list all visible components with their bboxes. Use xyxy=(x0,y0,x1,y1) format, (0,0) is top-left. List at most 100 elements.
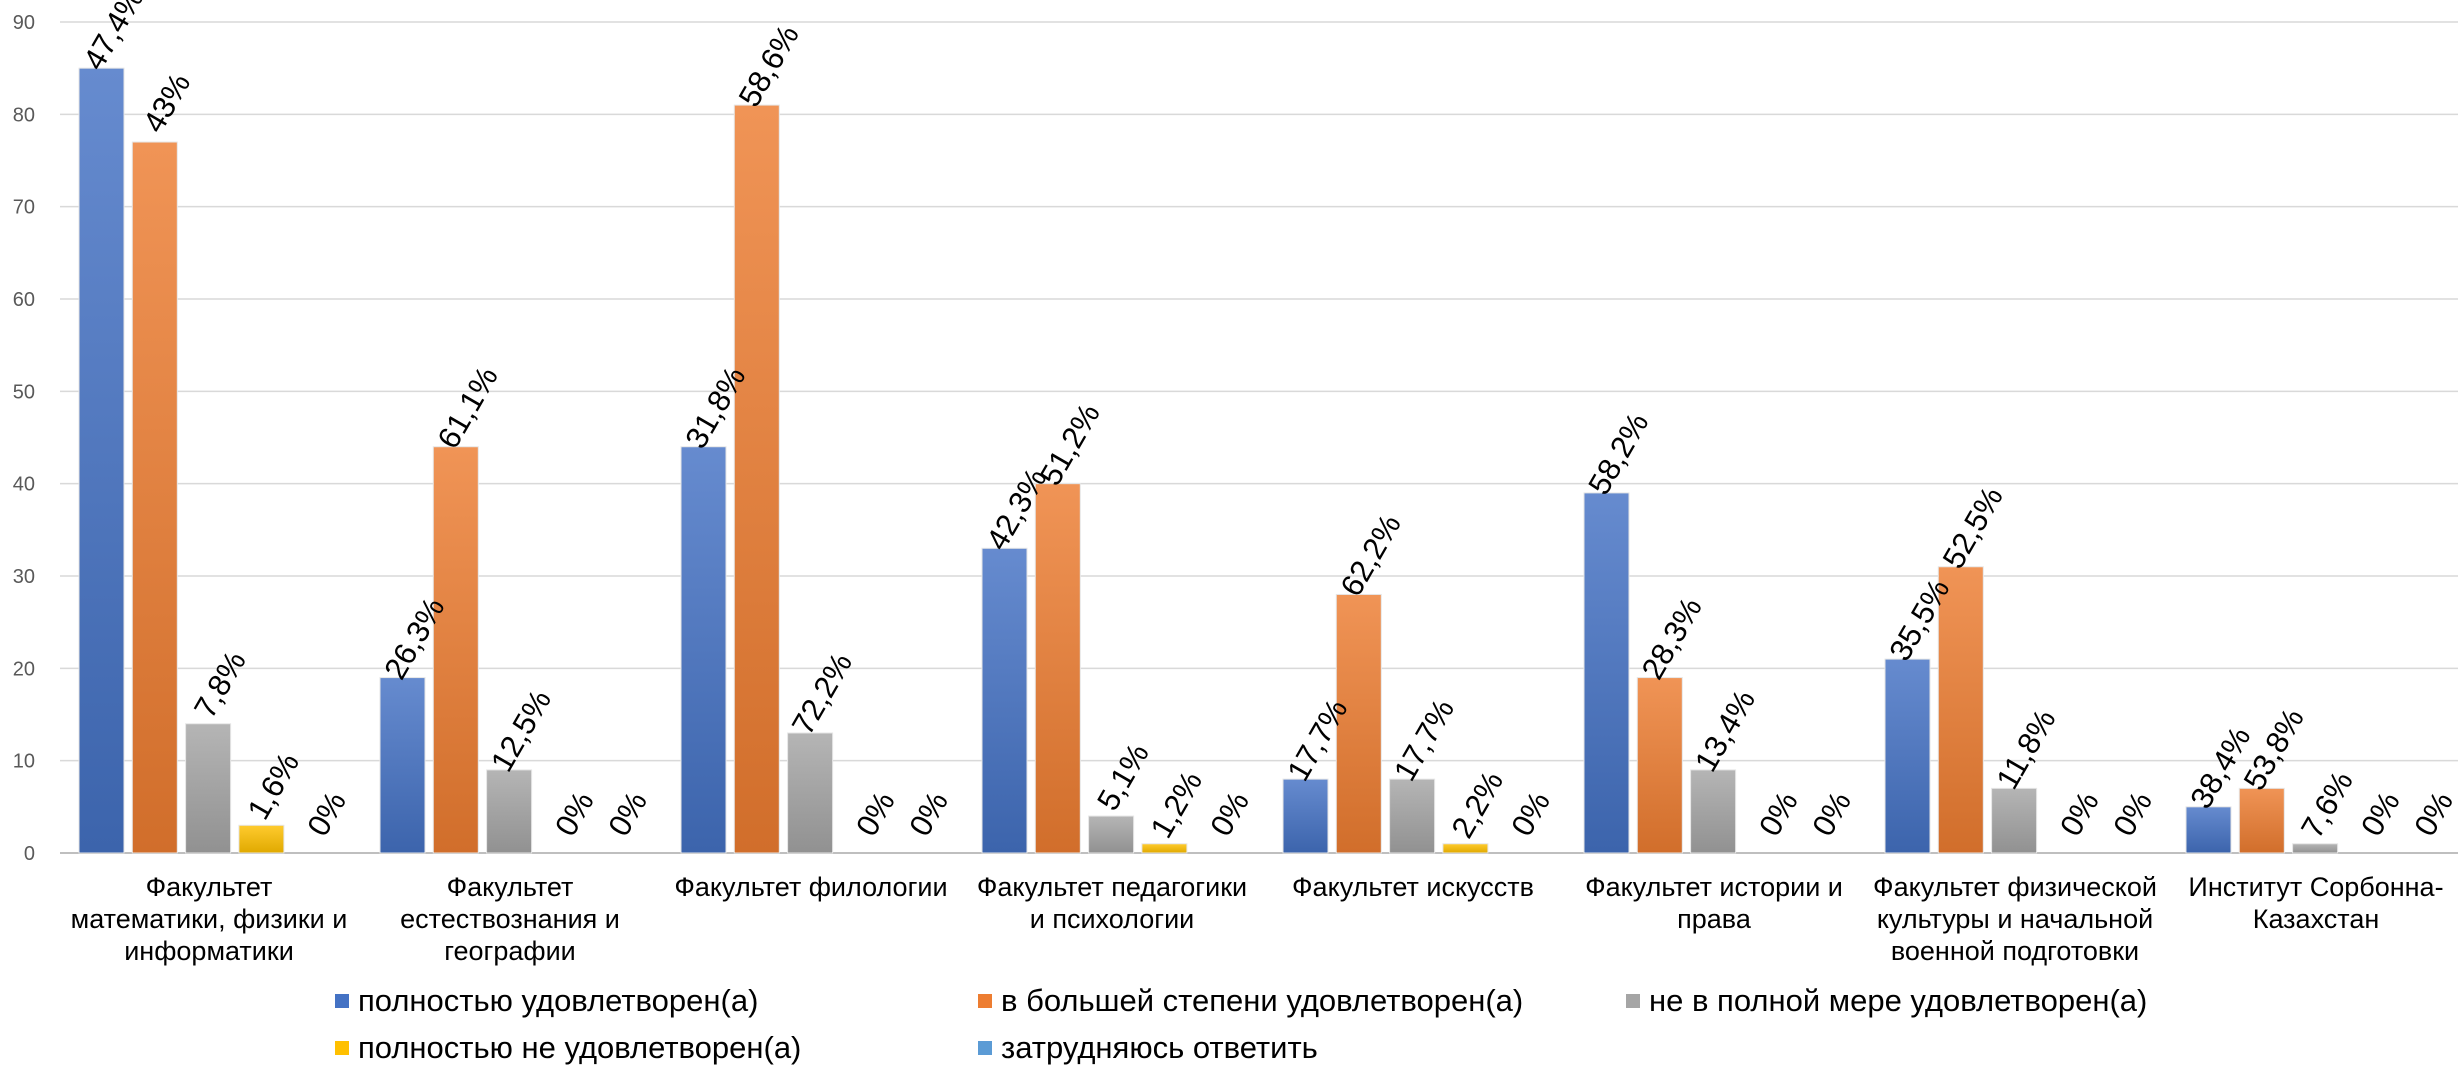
category-label: Факультет xyxy=(447,872,574,902)
data-label: 0% xyxy=(2354,786,2407,842)
bar xyxy=(787,732,834,854)
data-label: 58,2% xyxy=(1581,407,1655,501)
data-label: 0% xyxy=(601,786,654,842)
category-label: Институт Сорбонна- xyxy=(2188,872,2443,902)
data-label: 2,2% xyxy=(1444,765,1510,844)
legend-swatch xyxy=(978,1041,992,1055)
data-label: 0% xyxy=(2407,786,2458,842)
legend-label: в большей степени удовлетворен(а) xyxy=(1001,983,1523,1018)
bar xyxy=(238,824,285,854)
data-label: 0% xyxy=(1805,786,1858,842)
bars xyxy=(78,67,2339,854)
y-tick-label: 30 xyxy=(13,566,35,588)
category-label: Факультет педагогики xyxy=(977,872,1247,902)
category-label: Факультет филологии xyxy=(674,872,947,902)
bar xyxy=(432,446,479,854)
bar xyxy=(1389,778,1436,854)
bar xyxy=(1636,677,1683,854)
y-axis-ticks: 0 10 20 30 40 50 60 70 80 90 xyxy=(13,12,35,865)
data-label: 62,2% xyxy=(1334,508,1408,602)
y-tick-label: 90 xyxy=(13,12,35,34)
data-label: 43% xyxy=(136,67,197,138)
data-label: 0% xyxy=(849,786,902,842)
bar xyxy=(680,446,727,854)
bar xyxy=(379,677,426,854)
bar xyxy=(1442,843,1489,854)
legend-swatch xyxy=(335,1041,349,1055)
bar xyxy=(131,141,178,854)
legend-swatch xyxy=(1626,994,1640,1008)
bar xyxy=(1690,769,1737,854)
bar xyxy=(2292,843,2339,854)
y-tick-label: 70 xyxy=(13,197,35,219)
legend-swatch xyxy=(978,994,992,1008)
bar xyxy=(1583,492,1630,854)
bar xyxy=(486,769,533,854)
y-tick-label: 40 xyxy=(13,474,35,496)
data-label: 0% xyxy=(902,786,955,842)
data-label: 13,4% xyxy=(1688,684,1762,778)
bar xyxy=(2185,806,2232,854)
y-tick-label: 20 xyxy=(13,658,35,680)
legend: полностью удовлетворен(а) в большей степе… xyxy=(335,983,2147,1065)
category-label: Казахстан xyxy=(2253,904,2380,934)
data-label: 17,7% xyxy=(1387,693,1461,787)
category-label: военной подготовки xyxy=(1891,936,2139,966)
data-label: 52,5% xyxy=(1936,481,2010,575)
data-label: 11,8% xyxy=(1989,703,2062,795)
category-label: информатики xyxy=(124,936,294,966)
data-label: 58,6% xyxy=(732,19,806,113)
data-label: 1,2% xyxy=(1143,765,1209,844)
category-label: географии xyxy=(444,936,576,966)
legend-swatch xyxy=(335,994,349,1008)
bar xyxy=(1088,815,1135,854)
y-tick-label: 50 xyxy=(13,381,35,403)
data-label: 0% xyxy=(548,786,601,842)
category-label: математики, физики и xyxy=(71,904,348,934)
data-label: 47,4% xyxy=(76,0,150,76)
bar xyxy=(1937,566,1984,854)
data-label: 0% xyxy=(1752,786,1805,842)
bar xyxy=(1141,843,1188,854)
legend-label: полностью не удовлетворен(а) xyxy=(358,1030,801,1065)
data-label: 7,6% xyxy=(2294,765,2360,844)
data-label: 0% xyxy=(1504,786,1557,842)
bar xyxy=(78,67,125,854)
y-tick-label: 0 xyxy=(24,843,35,865)
data-label: 7,8% xyxy=(187,645,253,724)
category-label: культуры и начальной xyxy=(1877,904,2153,934)
legend-label: затрудняюсь ответить xyxy=(1001,1030,1318,1065)
category-label: Факультет истории и xyxy=(1585,872,1843,902)
legend-label: не в полной мере удовлетворен(а) xyxy=(1649,983,2147,1018)
category-label: и психологии xyxy=(1030,904,1195,934)
legend-label: полностью удовлетворен(а) xyxy=(358,983,758,1018)
data-label: 51,2% xyxy=(1033,398,1107,492)
data-label: 0% xyxy=(2106,786,2159,842)
data-label: 0% xyxy=(1203,786,1256,842)
category-label: права xyxy=(1677,904,1752,934)
data-label: 12,5% xyxy=(484,684,558,778)
category-label: естествознания и xyxy=(400,904,620,934)
bar xyxy=(185,723,232,854)
data-label: 5,1% xyxy=(1090,737,1156,816)
category-label: Факультет физической xyxy=(1873,872,2157,902)
category-label: Факультет искусств xyxy=(1292,872,1534,902)
data-label: 0% xyxy=(2053,786,2106,842)
data-label: 61,1% xyxy=(431,361,505,455)
y-tick-label: 80 xyxy=(13,104,35,126)
bar xyxy=(2238,787,2285,854)
data-label: 0% xyxy=(300,786,353,842)
bar xyxy=(981,547,1028,854)
category-label: Факультет xyxy=(146,872,273,902)
data-label: 72,2% xyxy=(785,647,859,741)
bar xyxy=(1884,658,1931,854)
bar xyxy=(1282,778,1329,854)
bar xyxy=(1335,593,1382,854)
data-label: 1,6% xyxy=(240,747,306,826)
data-label: 28,3% xyxy=(1635,592,1709,686)
bar xyxy=(1991,787,2038,854)
bar xyxy=(1034,483,1081,854)
